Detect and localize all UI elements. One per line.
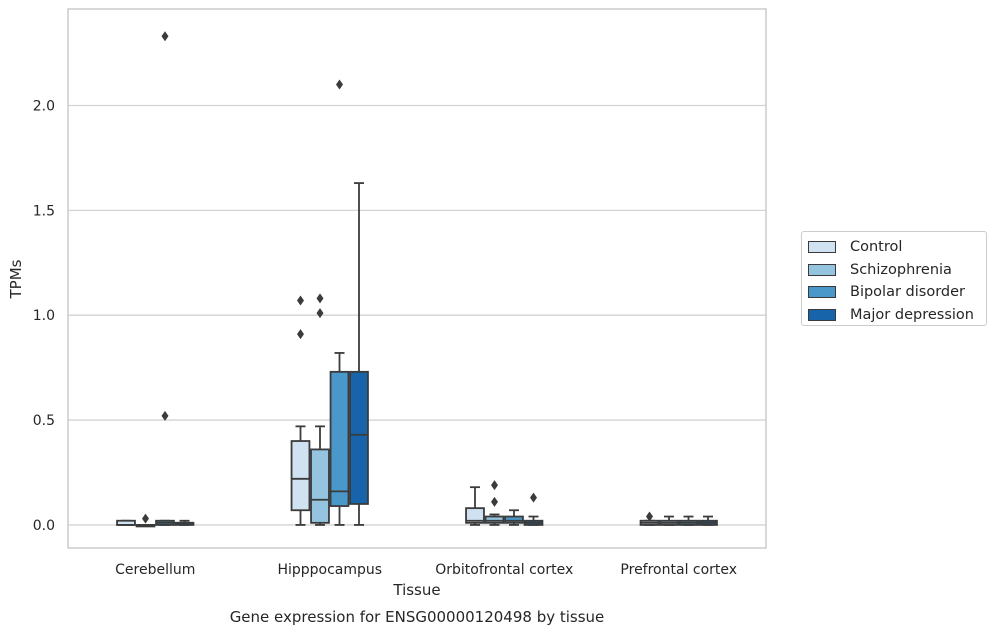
x-tick-label: Hipppocampus [277, 562, 382, 578]
box-group [155, 31, 175, 526]
y-tick-label: 0.0 [33, 518, 55, 534]
boxes [116, 31, 718, 528]
box-group [329, 79, 350, 526]
box-group [639, 511, 660, 526]
box-group [698, 515, 718, 526]
outlier-point [161, 410, 169, 421]
plot-frame [67, 8, 767, 549]
box-group [523, 492, 544, 526]
box [349, 370, 369, 505]
legend-swatch [808, 241, 836, 254]
outlier-point [491, 496, 498, 507]
box-group [465, 486, 485, 526]
chart-title: Gene expression for ENSG00000120498 by t… [230, 608, 605, 626]
outlier-point [336, 79, 343, 90]
y-tick-labels: 0.0 0.5 1.0 1.5 2.0 [33, 98, 55, 533]
outlier-point [530, 492, 537, 503]
legend-swatch [808, 263, 836, 276]
outlier-point [316, 308, 324, 319]
box-group [484, 480, 505, 526]
outlier-point [297, 329, 304, 340]
outlier-point [646, 511, 653, 522]
box [310, 448, 330, 524]
box [329, 370, 350, 507]
legend-label: Bipolar disorder [850, 284, 965, 301]
box-group [290, 295, 311, 526]
outlier-point [316, 293, 324, 304]
outlier-point [161, 31, 169, 42]
box [504, 515, 524, 524]
legend-item: Schizophrenia [808, 259, 986, 282]
outlier-point [142, 513, 149, 524]
box [484, 515, 505, 524]
y-tick-label: 1.0 [33, 308, 55, 324]
x-tick-labels: Cerebellum Hipppocampus Orbitofrontal cort… [115, 562, 737, 578]
box-group [504, 509, 524, 526]
legend-item: Major depression [808, 304, 986, 327]
outlier-point [297, 295, 304, 306]
box-group [659, 515, 679, 526]
legend-label: Major depression [850, 306, 974, 323]
box-group [349, 182, 369, 526]
y-tick-label: 1.5 [33, 203, 55, 219]
legend-swatch [808, 286, 836, 299]
x-tick-label: Prefrontal cortex [620, 562, 737, 578]
y-axis-title: TPMs [7, 259, 25, 299]
box [290, 440, 311, 512]
y-tick-label: 2.0 [33, 98, 55, 114]
x-tick-label: Cerebellum [115, 562, 195, 578]
box-group [174, 519, 195, 526]
box-group [135, 513, 156, 528]
grid-lines [68, 104, 766, 526]
legend-label: Schizophrenia [850, 261, 952, 278]
legend-item: Control [808, 236, 986, 259]
outlier-point [491, 480, 498, 491]
legend-label: Control [850, 239, 903, 256]
box [465, 507, 485, 524]
legend: Control Schizophrenia Bipolar disorder Majo… [801, 231, 987, 326]
y-tick-label: 0.5 [33, 413, 55, 429]
box-group [678, 515, 699, 526]
legend-item: Bipolar disorder [808, 281, 986, 304]
box-group [310, 293, 330, 526]
x-axis-title: Tissue [392, 581, 440, 599]
x-tick-label: Orbitofrontal cortex [435, 562, 573, 578]
box-group [116, 519, 136, 526]
legend-swatch [808, 308, 836, 321]
